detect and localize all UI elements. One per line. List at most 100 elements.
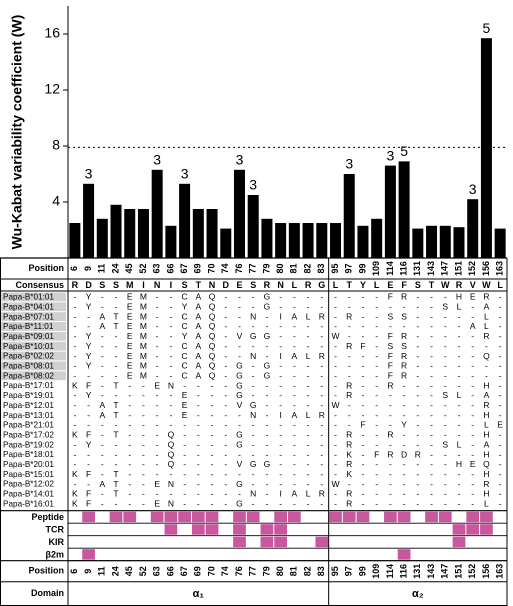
residue: - — [169, 400, 172, 410]
residue: A — [195, 341, 201, 351]
residue: - — [73, 439, 76, 449]
residue: - — [307, 400, 310, 410]
residue: - — [183, 489, 186, 499]
residue: A — [195, 292, 201, 302]
residue: - — [128, 430, 131, 440]
consensus-residue: D — [85, 280, 92, 290]
position-label: 156 — [481, 564, 491, 579]
residue: L — [306, 410, 311, 420]
residue: - — [266, 410, 269, 420]
residue: - — [252, 370, 255, 380]
residue: - — [307, 302, 310, 312]
residue: Y — [86, 390, 92, 400]
residue: - — [293, 302, 296, 312]
residue: - — [334, 311, 337, 321]
residue: - — [238, 469, 241, 479]
residue: - — [348, 420, 351, 430]
residue: - — [279, 469, 282, 479]
residue: - — [430, 321, 433, 331]
bar — [69, 223, 81, 258]
residue: Q — [483, 459, 490, 469]
residue: - — [362, 302, 365, 312]
residue: - — [307, 321, 310, 331]
residue: - — [362, 459, 365, 469]
residue: R — [346, 499, 352, 509]
residue: - — [458, 420, 461, 430]
residue: - — [73, 292, 76, 302]
residue: - — [320, 370, 323, 380]
residue: - — [115, 499, 118, 509]
residue: - — [389, 479, 392, 489]
residue: - — [444, 400, 447, 410]
contact-cell — [260, 524, 274, 535]
consensus-residue: Y — [360, 280, 366, 290]
residue: - — [101, 430, 104, 440]
residue: - — [307, 331, 310, 341]
allele-name: Papa-B*12:01 — [3, 401, 54, 410]
residue: A — [484, 302, 490, 312]
bar-label: 3 — [386, 147, 394, 163]
residue: - — [115, 351, 118, 361]
residue: - — [471, 341, 474, 351]
residue: - — [115, 292, 118, 302]
residue: A — [470, 321, 476, 331]
residue: R — [346, 390, 352, 400]
residue: R — [387, 449, 393, 459]
residue: - — [266, 400, 269, 410]
residue: - — [485, 341, 488, 351]
bar — [398, 161, 410, 258]
position-label: 81 — [289, 263, 299, 273]
residue: - — [416, 430, 419, 440]
residue: - — [444, 410, 447, 420]
bar-label: 3 — [469, 181, 477, 197]
residue: - — [87, 459, 90, 469]
position-label: 69 — [193, 263, 203, 273]
residue: - — [458, 380, 461, 390]
residue: - — [73, 311, 76, 321]
residue: E — [470, 459, 476, 469]
residue: - — [307, 390, 310, 400]
residue: - — [156, 311, 159, 321]
residue: - — [458, 449, 461, 459]
residue: Y — [182, 331, 188, 341]
residue: - — [334, 499, 337, 509]
residue: - — [156, 321, 159, 331]
residue: - — [444, 370, 447, 380]
residue: E — [182, 390, 188, 400]
residue: E — [154, 499, 160, 509]
residue: - — [73, 361, 76, 371]
residue: - — [197, 430, 200, 440]
residue: Q — [209, 292, 216, 302]
function-label: Peptide — [31, 512, 64, 522]
contact-cell — [260, 536, 274, 548]
residue: - — [101, 499, 104, 509]
residue: - — [169, 370, 172, 380]
bar — [233, 169, 245, 258]
residue: R — [483, 331, 489, 341]
residue: - — [320, 331, 323, 341]
consensus-residue: S — [113, 280, 119, 290]
residue: - — [142, 489, 145, 499]
residue: - — [499, 370, 502, 380]
residue: A — [195, 331, 201, 341]
residue: - — [320, 341, 323, 351]
residue: E — [127, 292, 133, 302]
residue: - — [266, 390, 269, 400]
residue: - — [169, 410, 172, 420]
consensus-residue: S — [415, 280, 421, 290]
position-label: 45 — [124, 566, 134, 576]
residue: - — [156, 400, 159, 410]
residue: - — [375, 321, 378, 331]
residue: - — [375, 499, 378, 509]
position-label: 131 — [412, 261, 422, 276]
residue: - — [334, 469, 337, 479]
residue: - — [115, 390, 118, 400]
residue: K — [72, 469, 78, 479]
residue: - — [224, 420, 227, 430]
contact-cell — [466, 511, 480, 523]
position-label: 131 — [412, 564, 422, 579]
residue: - — [375, 331, 378, 341]
residue: W — [332, 479, 340, 489]
residue: - — [279, 439, 282, 449]
residue: - — [73, 449, 76, 459]
